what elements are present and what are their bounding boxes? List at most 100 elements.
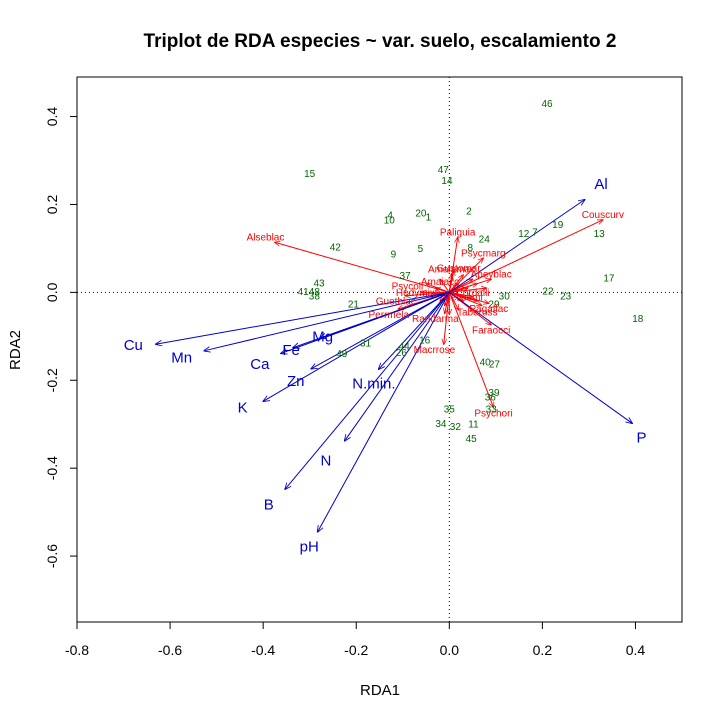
env-arrow xyxy=(263,291,450,401)
site-label: 37 xyxy=(400,271,412,282)
species-arrow xyxy=(448,270,454,293)
x-tick-label: -0.8 xyxy=(65,642,89,658)
site-label: 1 xyxy=(426,213,432,224)
site-label: 9 xyxy=(391,250,397,261)
site-label: 36 xyxy=(485,392,497,403)
x-axis-label: RDA1 xyxy=(360,682,400,699)
axis-ticks: -0.8 -0.6 -0.4 -0.2 0.0 0.2 0.4 -0.6 -0.4 -0.2 0.0… xyxy=(44,107,645,658)
site-label: 34 xyxy=(435,419,447,430)
env-arrow xyxy=(311,291,450,368)
species-arrow xyxy=(448,292,458,310)
env-label: Fe xyxy=(282,342,300,359)
species-label: Guetblac xyxy=(376,297,416,308)
x-tick-label: -0.2 xyxy=(344,642,368,658)
y-tick-label: -0.4 xyxy=(44,456,60,480)
species-arrow xyxy=(449,220,603,293)
species-label: Perrmela xyxy=(369,310,410,321)
env-label: Zn xyxy=(287,373,305,390)
env-label: Al xyxy=(594,176,607,193)
species-label: Cordalli xyxy=(456,288,490,299)
species-label: Pagaflac xyxy=(469,304,508,315)
site-label: 2 xyxy=(466,207,472,218)
env-label: N.min. xyxy=(352,375,395,392)
species-label: Alseblac xyxy=(247,232,285,243)
site-label: 11 xyxy=(468,420,479,431)
site-label: 43 xyxy=(313,279,325,290)
y-tick-label: 0.4 xyxy=(44,107,60,127)
site-label: 48 xyxy=(309,287,321,298)
x-tick-label: 0.2 xyxy=(533,642,553,658)
site-label: 27 xyxy=(489,360,501,371)
species-label: Tabeross xyxy=(457,308,498,319)
site-label: 17 xyxy=(603,273,615,284)
site-label: 46 xyxy=(541,99,553,110)
site-label: 24 xyxy=(479,235,491,246)
site-label: 26 xyxy=(396,348,408,359)
env-label: N xyxy=(321,453,332,470)
env-arrow xyxy=(449,291,632,423)
species-label: Celtsemi xyxy=(444,292,483,303)
env-label: K xyxy=(238,400,248,417)
site-label: 5 xyxy=(418,244,424,255)
x-tick-label: -0.4 xyxy=(251,642,275,658)
species-label: Psycoli xyxy=(392,281,424,292)
env-labels: Al P Cu Mn Ca Fe Mg Zn K N.min. N BpH xyxy=(124,176,647,555)
site-label: 31 xyxy=(360,338,372,349)
site-label: 13 xyxy=(594,229,606,240)
plot-frame xyxy=(76,76,683,623)
y-tick-label: -0.2 xyxy=(44,368,60,392)
site-label: 21 xyxy=(348,300,360,311)
species-label: Amalamac xyxy=(428,265,475,276)
species-label: Paliguia xyxy=(440,228,476,239)
zero-lines xyxy=(77,77,682,622)
species-arrow xyxy=(440,279,450,293)
species-arrow xyxy=(448,292,493,407)
site-label: 29 xyxy=(488,299,500,310)
species-label: Randarma xyxy=(412,314,459,325)
site-label: 19 xyxy=(552,220,564,231)
site-label: 22 xyxy=(542,287,554,298)
site-label: 8 xyxy=(467,243,473,254)
env-label: B xyxy=(264,497,274,514)
species-label: Psycmarg xyxy=(461,248,505,259)
species-arrow xyxy=(426,284,450,293)
species-label: Faraocci xyxy=(472,326,510,337)
y-tick-label: 0.2 xyxy=(44,195,60,215)
species-label: Couscurv xyxy=(582,210,624,221)
site-label: 49 xyxy=(336,349,348,360)
site-label: 47 xyxy=(438,165,450,176)
chart-title: Triplot de RDA especies ~ var. suelo, es… xyxy=(144,31,617,52)
site-label: 4 xyxy=(387,211,393,222)
species-label: Gustomar xyxy=(437,264,482,275)
species-arrow xyxy=(275,242,450,293)
site-label: 32 xyxy=(450,422,462,433)
species-arrow xyxy=(405,291,450,296)
site-label: 45 xyxy=(466,434,478,445)
env-label: Mn xyxy=(171,349,192,366)
site-label: 10 xyxy=(384,215,396,226)
site-label: 23 xyxy=(560,291,572,302)
species-label: Apeyblac xyxy=(471,269,512,280)
env-label: Cu xyxy=(124,337,143,354)
env-label: P xyxy=(637,429,647,446)
site-label: 30 xyxy=(499,291,511,302)
x-tick-label: -0.6 xyxy=(158,642,182,658)
y-tick-label: 0.0 xyxy=(44,282,60,302)
site-label: 35 xyxy=(444,404,456,415)
site-label: 39 xyxy=(488,388,500,399)
species-label: Psychori xyxy=(474,408,512,419)
site-label: 7 xyxy=(532,228,538,239)
env-label: Mg xyxy=(312,328,333,345)
site-label: 33 xyxy=(486,404,498,415)
env-arrow xyxy=(285,292,450,489)
site-label: 16 xyxy=(419,335,431,346)
site-label: 12 xyxy=(518,229,530,240)
env-arrow xyxy=(379,292,450,369)
site-label: 42 xyxy=(330,243,342,254)
env-label: Ca xyxy=(250,356,270,373)
species-arrow xyxy=(449,288,486,293)
site-label: 41 xyxy=(298,287,310,298)
env-arrow xyxy=(156,291,450,344)
site-label: 38 xyxy=(309,291,321,302)
